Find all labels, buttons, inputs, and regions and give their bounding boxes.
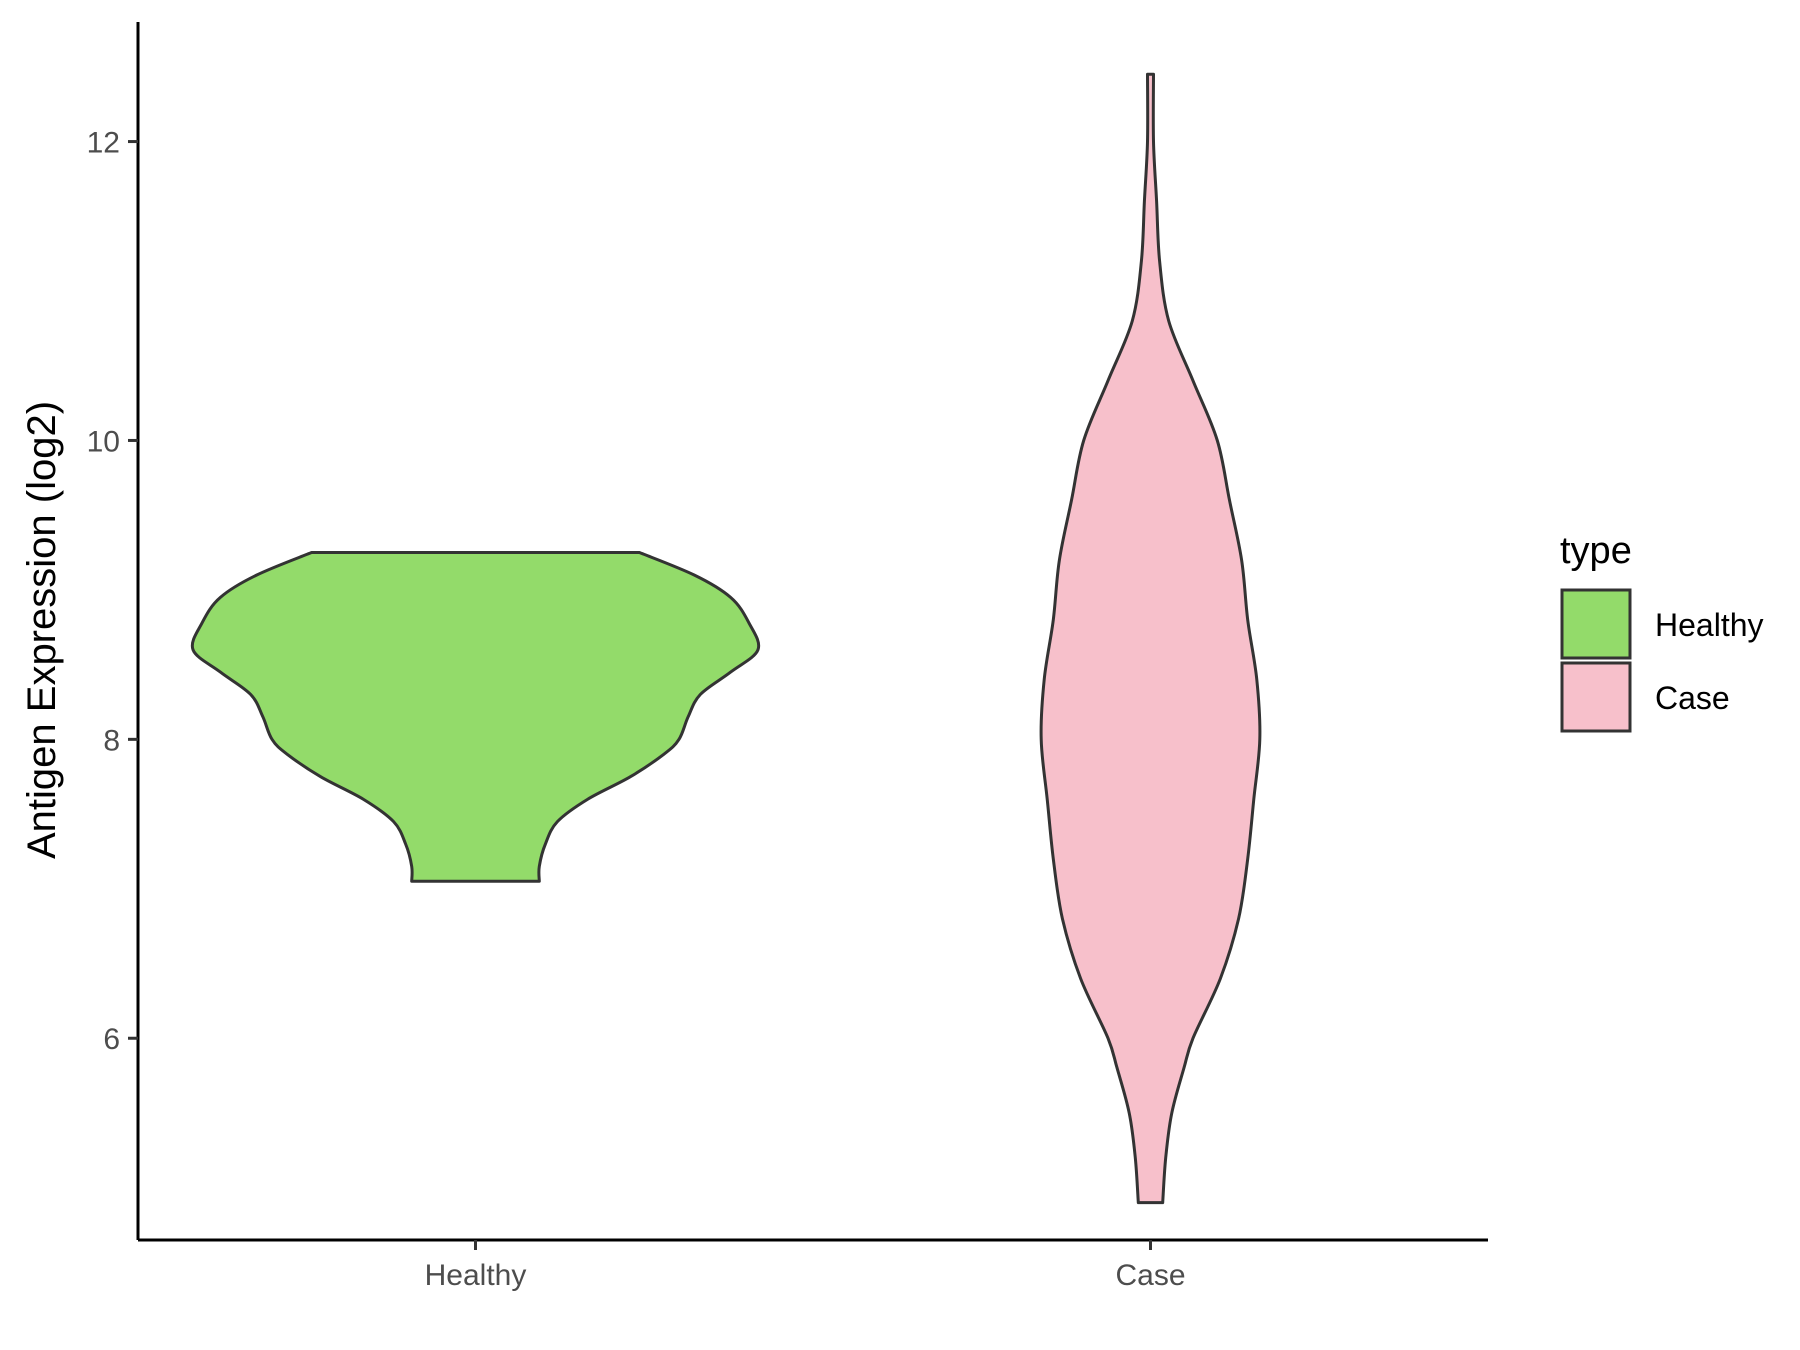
x-tick-label: Case — [1115, 1259, 1185, 1292]
legend-label-case: Case — [1655, 680, 1730, 716]
violin-healthy — [190, 551, 761, 883]
y-tick-label: 12 — [87, 127, 120, 160]
x-ticks: Healthy Case — [425, 1240, 1186, 1292]
y-axis-title: Antigen Expression (log2) — [20, 401, 64, 859]
legend-swatch-healthy — [1560, 588, 1632, 660]
legend-swatch-case — [1560, 661, 1632, 733]
violin-case — [1039, 72, 1262, 1205]
y-tick-label: 6 — [103, 1023, 120, 1056]
y-tick-label: 8 — [103, 724, 120, 757]
x-tick-label: Healthy — [425, 1259, 527, 1292]
violin-layer — [190, 72, 1262, 1205]
legend: type Healthy Case — [1560, 530, 1764, 733]
legend-label-healthy: Healthy — [1655, 607, 1764, 643]
y-ticks: 6 8 10 12 — [87, 127, 138, 1056]
y-tick-label: 10 — [87, 425, 120, 458]
legend-title: type — [1560, 530, 1632, 572]
